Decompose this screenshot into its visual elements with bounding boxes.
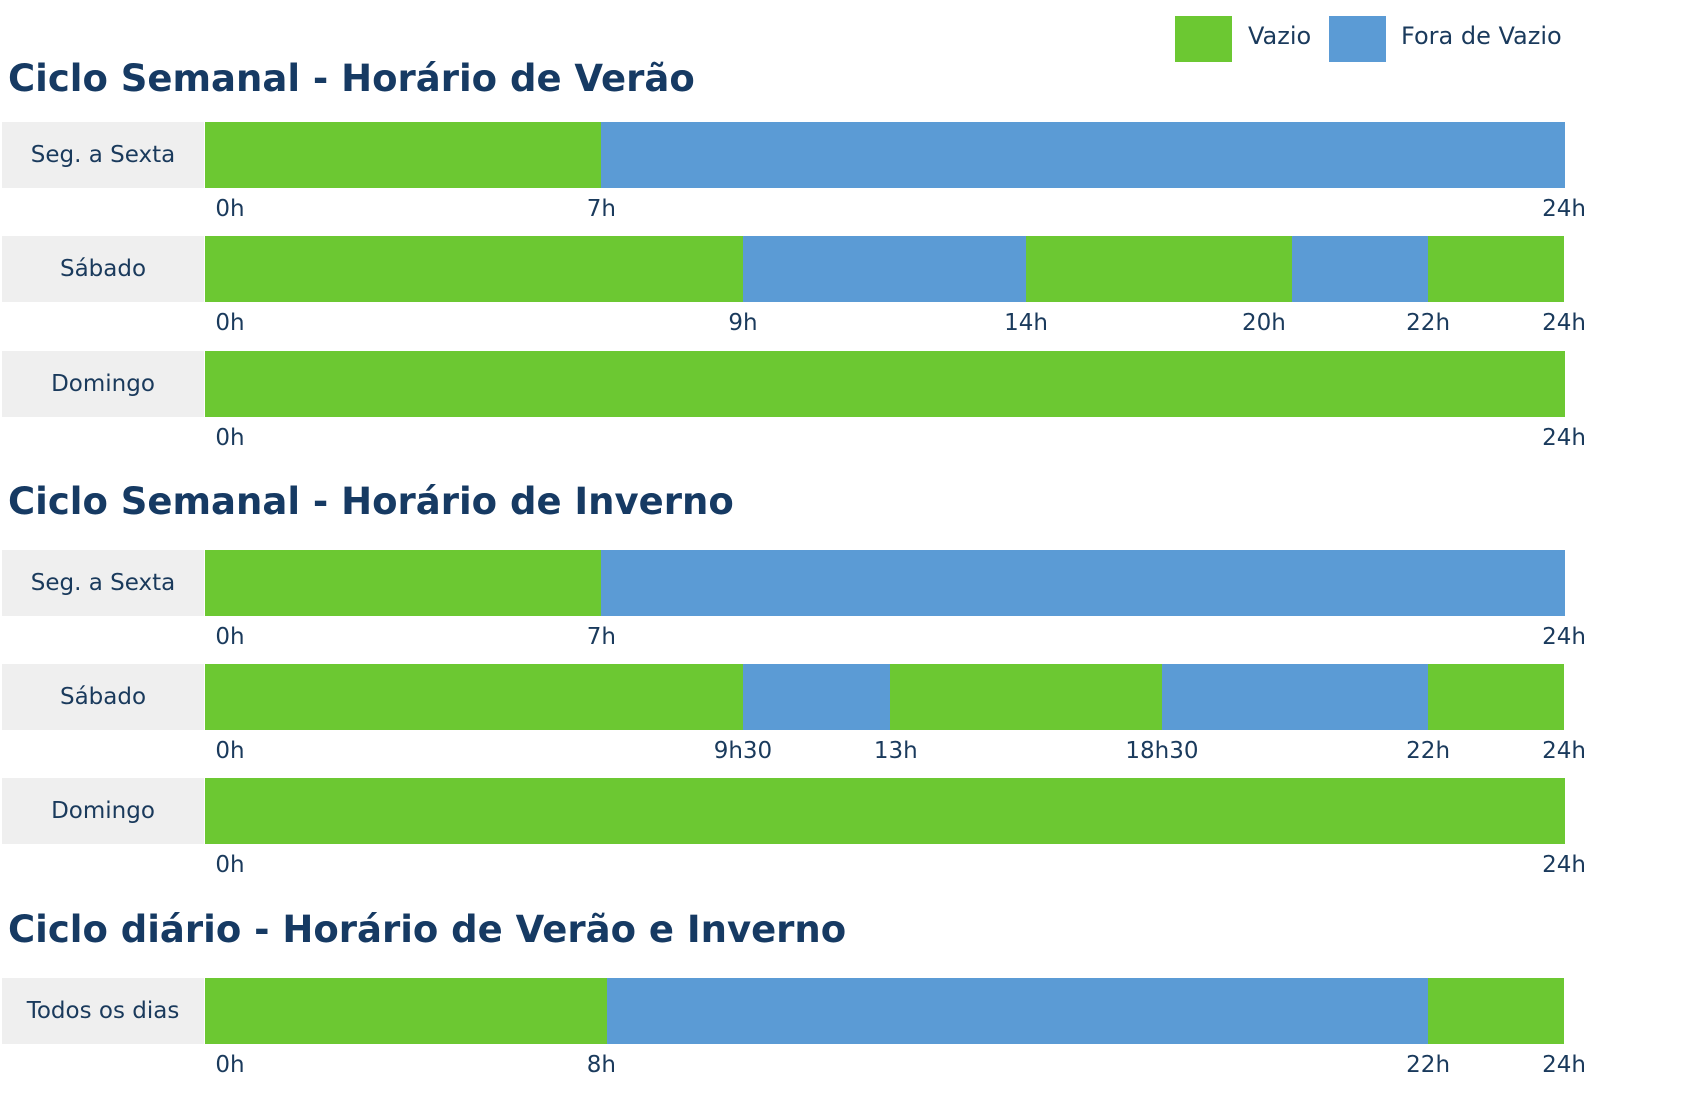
tick-label: 24h: [1542, 738, 1586, 764]
tick-label: 9h30: [713, 738, 773, 764]
segment-vazio: [205, 778, 1565, 844]
row-label: Todos os dias: [2, 978, 204, 1044]
segment-vazio: [205, 351, 1565, 417]
segment-fora-de-vazio: [742, 236, 1027, 302]
schedule-bar: [205, 978, 1565, 1044]
tick-label: 13h: [873, 738, 918, 764]
section-title: Ciclo Semanal - Horário de Verão: [8, 57, 695, 100]
row-label: Sábado: [2, 236, 204, 302]
tick-label: 24h: [1542, 196, 1586, 222]
tick-label: 0h: [215, 196, 245, 222]
schedule-bar: [205, 351, 1565, 417]
segment-vazio: [205, 236, 744, 302]
tick-label: 24h: [1542, 624, 1586, 650]
schedule-bar: [205, 122, 1565, 188]
row-label-text: Seg. a Sexta: [30, 142, 176, 168]
row-label-text: Domingo: [51, 371, 155, 397]
row-label-text: Sábado: [59, 684, 147, 710]
tick-label: 18h30: [1125, 738, 1199, 764]
segment-vazio: [1428, 236, 1565, 302]
schedule-bar: [205, 236, 1565, 302]
tick-label: 8h: [586, 1052, 616, 1078]
segment-vazio: [890, 664, 1163, 730]
section-title: Ciclo diário - Horário de Verão e Invern…: [8, 908, 847, 951]
segment-fora-de-vazio: [601, 550, 1565, 616]
tick-label: 24h: [1542, 852, 1586, 878]
tick-label: 22h: [1406, 1052, 1451, 1078]
tick-label: 0h: [215, 425, 245, 451]
tick-label: 14h: [1004, 310, 1048, 336]
row-label-text: Domingo: [51, 798, 155, 824]
row-label-text: Seg. a Sexta: [30, 570, 176, 596]
legend-label-vazio: Vazio: [1248, 22, 1312, 50]
segment-fora-de-vazio: [1161, 664, 1429, 730]
legend-swatch-fora-de-vazio: [1329, 16, 1386, 62]
legend: Vazio Fora de Vazio: [1175, 16, 1575, 62]
tick-label: 22h: [1406, 310, 1451, 336]
segment-fora-de-vazio: [742, 664, 891, 730]
tick-label: 7h: [586, 624, 616, 650]
tick-label: 22h: [1406, 738, 1451, 764]
tick-label: 0h: [215, 738, 245, 764]
tick-label: 0h: [215, 624, 245, 650]
schedule-bar: [205, 664, 1565, 730]
segment-vazio: [1428, 978, 1565, 1044]
row-label-text: Sábado: [59, 256, 147, 282]
segment-vazio: [1026, 236, 1293, 302]
segment-vazio: [205, 122, 602, 188]
segment-vazio: [205, 550, 602, 616]
schedule-bar: [205, 550, 1565, 616]
row-label: Seg. a Sexta: [2, 550, 204, 616]
tick-label: 0h: [215, 310, 245, 336]
segment-fora-de-vazio: [1292, 236, 1429, 302]
row-label-text: Todos os dias: [26, 998, 180, 1024]
tick-label: 24h: [1542, 425, 1586, 451]
schedule-bar: [205, 778, 1565, 844]
segment-vazio: [205, 664, 744, 730]
tick-label: 0h: [215, 852, 245, 878]
tick-label: 7h: [586, 196, 616, 222]
segment-fora-de-vazio: [607, 978, 1429, 1044]
row-label: Domingo: [2, 778, 204, 844]
segment-vazio: [1428, 664, 1565, 730]
segment-vazio: [205, 978, 608, 1044]
tick-label: 24h: [1542, 1052, 1586, 1078]
tick-label: 20h: [1241, 310, 1286, 336]
tick-label: 0h: [215, 1052, 245, 1078]
row-label: Domingo: [2, 351, 204, 417]
row-label: Seg. a Sexta: [2, 122, 204, 188]
row-label: Sábado: [2, 664, 204, 730]
legend-label-fora-de-vazio: Fora de Vazio: [1401, 22, 1562, 50]
section-title: Ciclo Semanal - Horário de Inverno: [8, 480, 734, 523]
tick-label: 24h: [1542, 310, 1586, 336]
segment-fora-de-vazio: [601, 122, 1565, 188]
tick-label: 9h: [728, 310, 758, 336]
legend-swatch-vazio: [1175, 16, 1232, 62]
